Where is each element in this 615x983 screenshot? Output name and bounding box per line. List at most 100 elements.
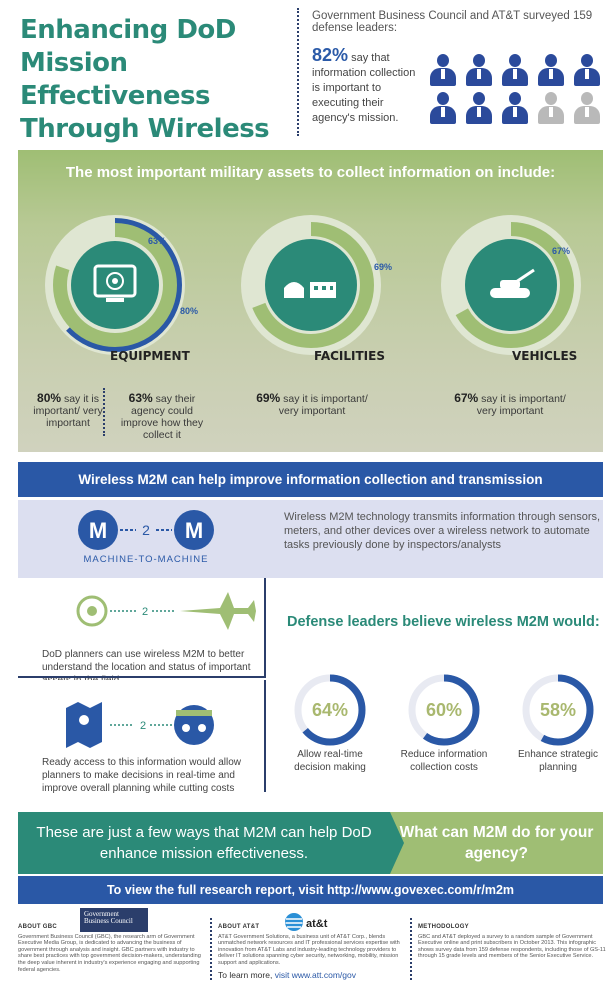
equipment-label: EQUIPMENT	[110, 349, 190, 363]
gear-icon	[106, 272, 124, 290]
monitor-stand	[106, 298, 124, 302]
planner-helmet	[176, 710, 212, 716]
equipment-stat2-text: say their agency could improve how they …	[120, 393, 204, 441]
gbc-logo: Government Business Council	[80, 908, 148, 932]
m2m-circle-left	[78, 510, 118, 550]
person-head	[581, 54, 593, 67]
hangar-icon	[284, 282, 304, 298]
asset-tracking-graphic: 2	[76, 592, 256, 630]
m2m-description: Wireless M2M technology transmits inform…	[284, 511, 601, 551]
person-tie	[477, 69, 481, 79]
att-logo-text: at&t	[306, 918, 328, 930]
vehicles-stat-pct: 67%	[454, 391, 479, 405]
panel-asset-tracking: 2 DoD planners can use wireless M2M to b…	[18, 578, 266, 686]
footer-divider	[410, 918, 412, 980]
equipment-stat-improve: 63% say their agency could improve how t…	[112, 392, 212, 441]
vehicles-pct: 67%	[552, 246, 571, 256]
leader-donut-chart	[522, 674, 594, 746]
assets-title: The most important military assets to co…	[65, 164, 556, 181]
jet-icon	[180, 592, 256, 630]
donut-arc	[408, 674, 480, 746]
stat-82-text: say that information collection is impor…	[312, 52, 416, 124]
facilities-stat-pct: 69%	[256, 391, 281, 405]
equipment-inner-pct: 80%	[180, 306, 199, 316]
att-link[interactable]: visit www.att.com/gov	[274, 970, 356, 980]
panel-realtime: 2 Ready access to this information would…	[18, 680, 266, 794]
m2m-letter-left: M	[89, 518, 107, 543]
footer: Government Business Council ABOUT GBC Go…	[0, 908, 615, 983]
att-learn-text: To learn more,	[218, 970, 273, 980]
report-link[interactable]: To view the full research report, visit …	[18, 876, 603, 904]
facilities-stat: 69% say it is important/ very important	[254, 392, 370, 417]
footer-gbc-text: Government Business Council (GBC), the r…	[18, 933, 201, 973]
link-number-1: 2	[142, 606, 148, 618]
equipment-ring-chart	[45, 215, 185, 355]
person-head	[509, 54, 521, 67]
building-window	[330, 286, 333, 290]
header-divider	[297, 8, 299, 136]
person-tie	[585, 69, 589, 79]
person-tie	[441, 107, 445, 117]
tank-barrel	[515, 268, 535, 284]
vehicles-ring-chart	[441, 215, 581, 355]
equipment-stat1-text: say it is important/ very important	[33, 393, 103, 429]
equipment-stat1-pct: 80%	[37, 391, 62, 405]
vehicles-stat: 67% say it is important/ very important	[452, 392, 568, 417]
building-window	[314, 286, 318, 290]
equipment-stat-divider	[103, 388, 105, 436]
person-icon	[500, 54, 530, 88]
donut-pct: 64%	[311, 700, 349, 720]
person-head	[437, 54, 449, 67]
leader-donut-chart	[294, 674, 366, 746]
leader-donut: 58% Enhance strategic planning	[518, 672, 615, 792]
tank-icon	[490, 288, 530, 298]
vehicles-arc	[448, 222, 574, 348]
panel-divider	[18, 676, 266, 678]
building-window	[322, 286, 326, 290]
person-tie	[513, 107, 517, 117]
person-tie	[585, 107, 589, 117]
person-head	[509, 92, 521, 105]
footer-att-text: AT&T Government Solutions, a business un…	[218, 933, 400, 966]
planner-eye	[182, 724, 190, 732]
footer-method-text: GBC and AT&T deployed a survey to a rand…	[418, 933, 606, 960]
planner-eye	[198, 724, 206, 732]
footer-gbc: ABOUT GBC Government Business Council (G…	[18, 924, 206, 973]
footer-gbc-heading: ABOUT GBC	[18, 924, 58, 930]
leader-donut: 60% Reduce information collection costs	[401, 672, 506, 792]
vehicles-circle: 67%	[436, 210, 586, 360]
equipment-stat-important: 80% say it is important/ very important	[28, 392, 108, 429]
m2m-number: 2	[142, 522, 150, 538]
leader-donut-chart	[408, 674, 480, 746]
m2m-strip: M 2 M MACHINE-TO-MACHINE Wireless M2M te…	[18, 500, 603, 578]
sensor-icon	[76, 595, 108, 627]
person-tie	[477, 107, 481, 117]
donut-pct: 60%	[425, 700, 463, 720]
what-can-banner: What can M2M do for your agency?	[390, 812, 603, 874]
equipment-center	[71, 241, 159, 329]
facilities-circle: 69%	[236, 210, 392, 360]
person-icon	[572, 54, 602, 88]
donut-arc	[522, 674, 594, 746]
m2m-letter-right: M	[185, 518, 203, 543]
map-pin	[79, 715, 89, 725]
person-tie	[549, 107, 553, 117]
realtime-graphic: 2	[66, 702, 214, 748]
equipment-outer-pct: 63%	[148, 236, 167, 246]
donut-arc	[294, 674, 366, 746]
monitor-icon	[93, 264, 137, 298]
equipment-stat2-pct: 63%	[128, 391, 153, 405]
facilities-label: FACILITIES	[314, 349, 385, 363]
m2m-circle-right	[174, 510, 214, 550]
person-icon	[536, 54, 566, 88]
person-tie	[549, 69, 553, 79]
att-learn-more: To learn more, visit www.att.com/gov	[218, 970, 356, 980]
m2m-caption: MACHINE-TO-MACHINE	[83, 554, 209, 565]
equipment-outer-arc	[48, 218, 182, 352]
tank-turret	[500, 280, 520, 289]
footer-divider	[210, 918, 212, 980]
footer-att: ABOUT AT&T AT&T Government Solutions, a …	[218, 924, 400, 967]
att-globe-stripes	[285, 918, 303, 928]
header: Enhancing DoD Mission Effectiveness Thro…	[0, 0, 615, 177]
